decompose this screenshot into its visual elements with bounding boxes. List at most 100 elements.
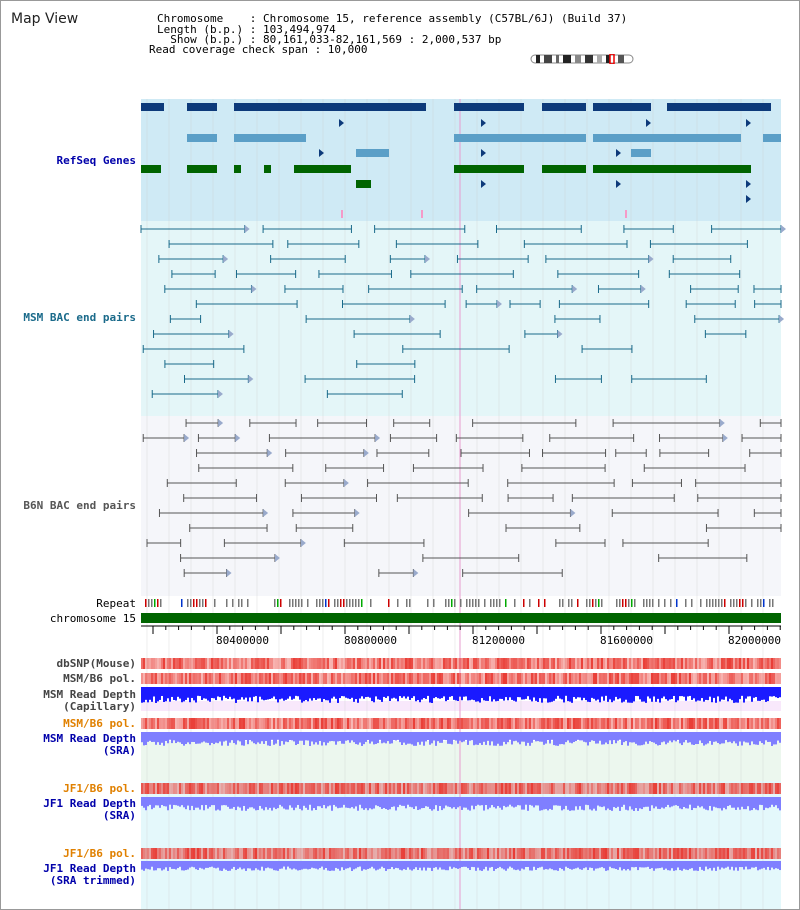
- pol-cell: [739, 673, 741, 684]
- pol-cell: [611, 673, 613, 684]
- depth-bar: [413, 687, 415, 697]
- depth-bar: [681, 687, 683, 697]
- chromosome-ideogram[interactable]: [530, 54, 634, 64]
- pol-cell: [511, 658, 513, 669]
- pol-cell: [209, 658, 211, 669]
- depth-bar: [237, 687, 239, 700]
- pol-cell: [755, 673, 757, 684]
- depth-bar: [219, 687, 221, 698]
- depth-bar: [493, 687, 495, 700]
- pol-cell: [485, 658, 487, 669]
- repeat-element: [319, 599, 321, 607]
- pol-cell: [493, 718, 495, 729]
- pol-cell: [245, 718, 247, 729]
- pol-cell: [531, 673, 533, 684]
- repeat-element: [562, 599, 564, 607]
- pol-cell: [527, 718, 529, 729]
- pol-cell: [319, 673, 321, 684]
- pol-cell: [565, 658, 567, 669]
- pol-cell: [411, 718, 413, 729]
- depth-bar: [617, 732, 619, 741]
- pol-cell: [653, 673, 655, 684]
- repeat-element: [289, 599, 291, 607]
- depth-bar: [191, 687, 193, 698]
- pol-cell: [621, 673, 623, 684]
- pol-cell: [471, 658, 473, 669]
- depth-bar: [257, 687, 259, 703]
- depth-bar: [179, 687, 181, 699]
- depth-bar: [245, 687, 247, 698]
- pol-cell: [549, 658, 551, 669]
- pol-cell: [153, 718, 155, 729]
- repeat-element: [718, 599, 720, 607]
- label-chromosome: chromosome 15: [49, 612, 136, 625]
- pol-cell: [407, 673, 409, 684]
- pol-cell: [683, 718, 685, 729]
- pol-cell: [435, 673, 437, 684]
- label-jf1-depth-trimmed: JF1 Read Depth (SRA trimmed): [43, 862, 136, 887]
- pol-cell: [277, 658, 279, 669]
- pol-cell: [563, 658, 565, 669]
- pol-cell: [721, 658, 723, 669]
- pol-cell: [637, 658, 639, 669]
- pol-cell: [481, 718, 483, 729]
- repeat-element: [205, 599, 207, 607]
- pol-cell: [733, 658, 735, 669]
- depth-bar: [473, 687, 475, 701]
- pol-cell: [741, 718, 743, 729]
- depth-bar: [607, 687, 609, 702]
- pol-cell: [617, 658, 619, 669]
- depth-bar: [495, 687, 497, 702]
- depth-bar: [489, 687, 491, 697]
- chromosome-info: Chromosome : Chromosome 15, reference as…: [157, 12, 628, 25]
- depth-bar: [487, 732, 489, 741]
- pol-cell: [415, 718, 417, 729]
- repeat-element: [598, 599, 600, 607]
- depth-bar: [271, 732, 273, 740]
- depth-bar: [367, 732, 369, 740]
- pol-cell: [287, 658, 289, 669]
- pol-cell: [521, 718, 523, 729]
- pol-cell: [347, 673, 349, 684]
- pol-cell: [173, 673, 175, 684]
- label-refseq-genes: RefSeq Genes: [56, 154, 136, 167]
- pol-cell: [437, 658, 439, 669]
- depth-bar: [511, 687, 513, 700]
- depth-bar: [225, 687, 227, 698]
- depth-bar: [449, 687, 451, 697]
- pol-cell: [161, 673, 163, 684]
- depth-bar: [203, 687, 205, 699]
- pol-cell: [679, 673, 681, 684]
- pol-cell: [303, 658, 305, 669]
- pol-cell: [497, 658, 499, 669]
- pol-cell: [417, 658, 419, 669]
- depth-bar: [285, 687, 287, 700]
- depth-bar: [261, 732, 263, 742]
- pol-cell: [157, 673, 159, 684]
- pol-cell: [493, 673, 495, 684]
- depth-bar: [577, 687, 579, 698]
- depth-bar: [231, 732, 233, 741]
- pol-cell: [543, 658, 545, 669]
- pol-cell: [423, 673, 425, 684]
- pol-cell: [461, 718, 463, 729]
- pol-cell: [153, 673, 155, 684]
- pol-cell: [449, 673, 451, 684]
- pol-cell: [205, 718, 207, 729]
- pol-cell: [619, 718, 621, 729]
- pol-cell: [633, 658, 635, 669]
- pol-cell: [513, 658, 515, 669]
- pol-cell: [405, 673, 407, 684]
- pol-cell: [645, 658, 647, 669]
- repeat-element: [334, 599, 336, 607]
- depth-bar: [711, 687, 713, 703]
- pol-cell: [663, 658, 665, 669]
- depth-bar: [539, 687, 541, 699]
- pol-cell: [709, 658, 711, 669]
- depth-bar: [533, 687, 535, 698]
- pol-cell: [609, 673, 611, 684]
- depth-bar: [263, 687, 265, 701]
- pol-cell: [691, 718, 693, 729]
- depth-bar: [759, 687, 761, 701]
- pol-cell: [603, 673, 605, 684]
